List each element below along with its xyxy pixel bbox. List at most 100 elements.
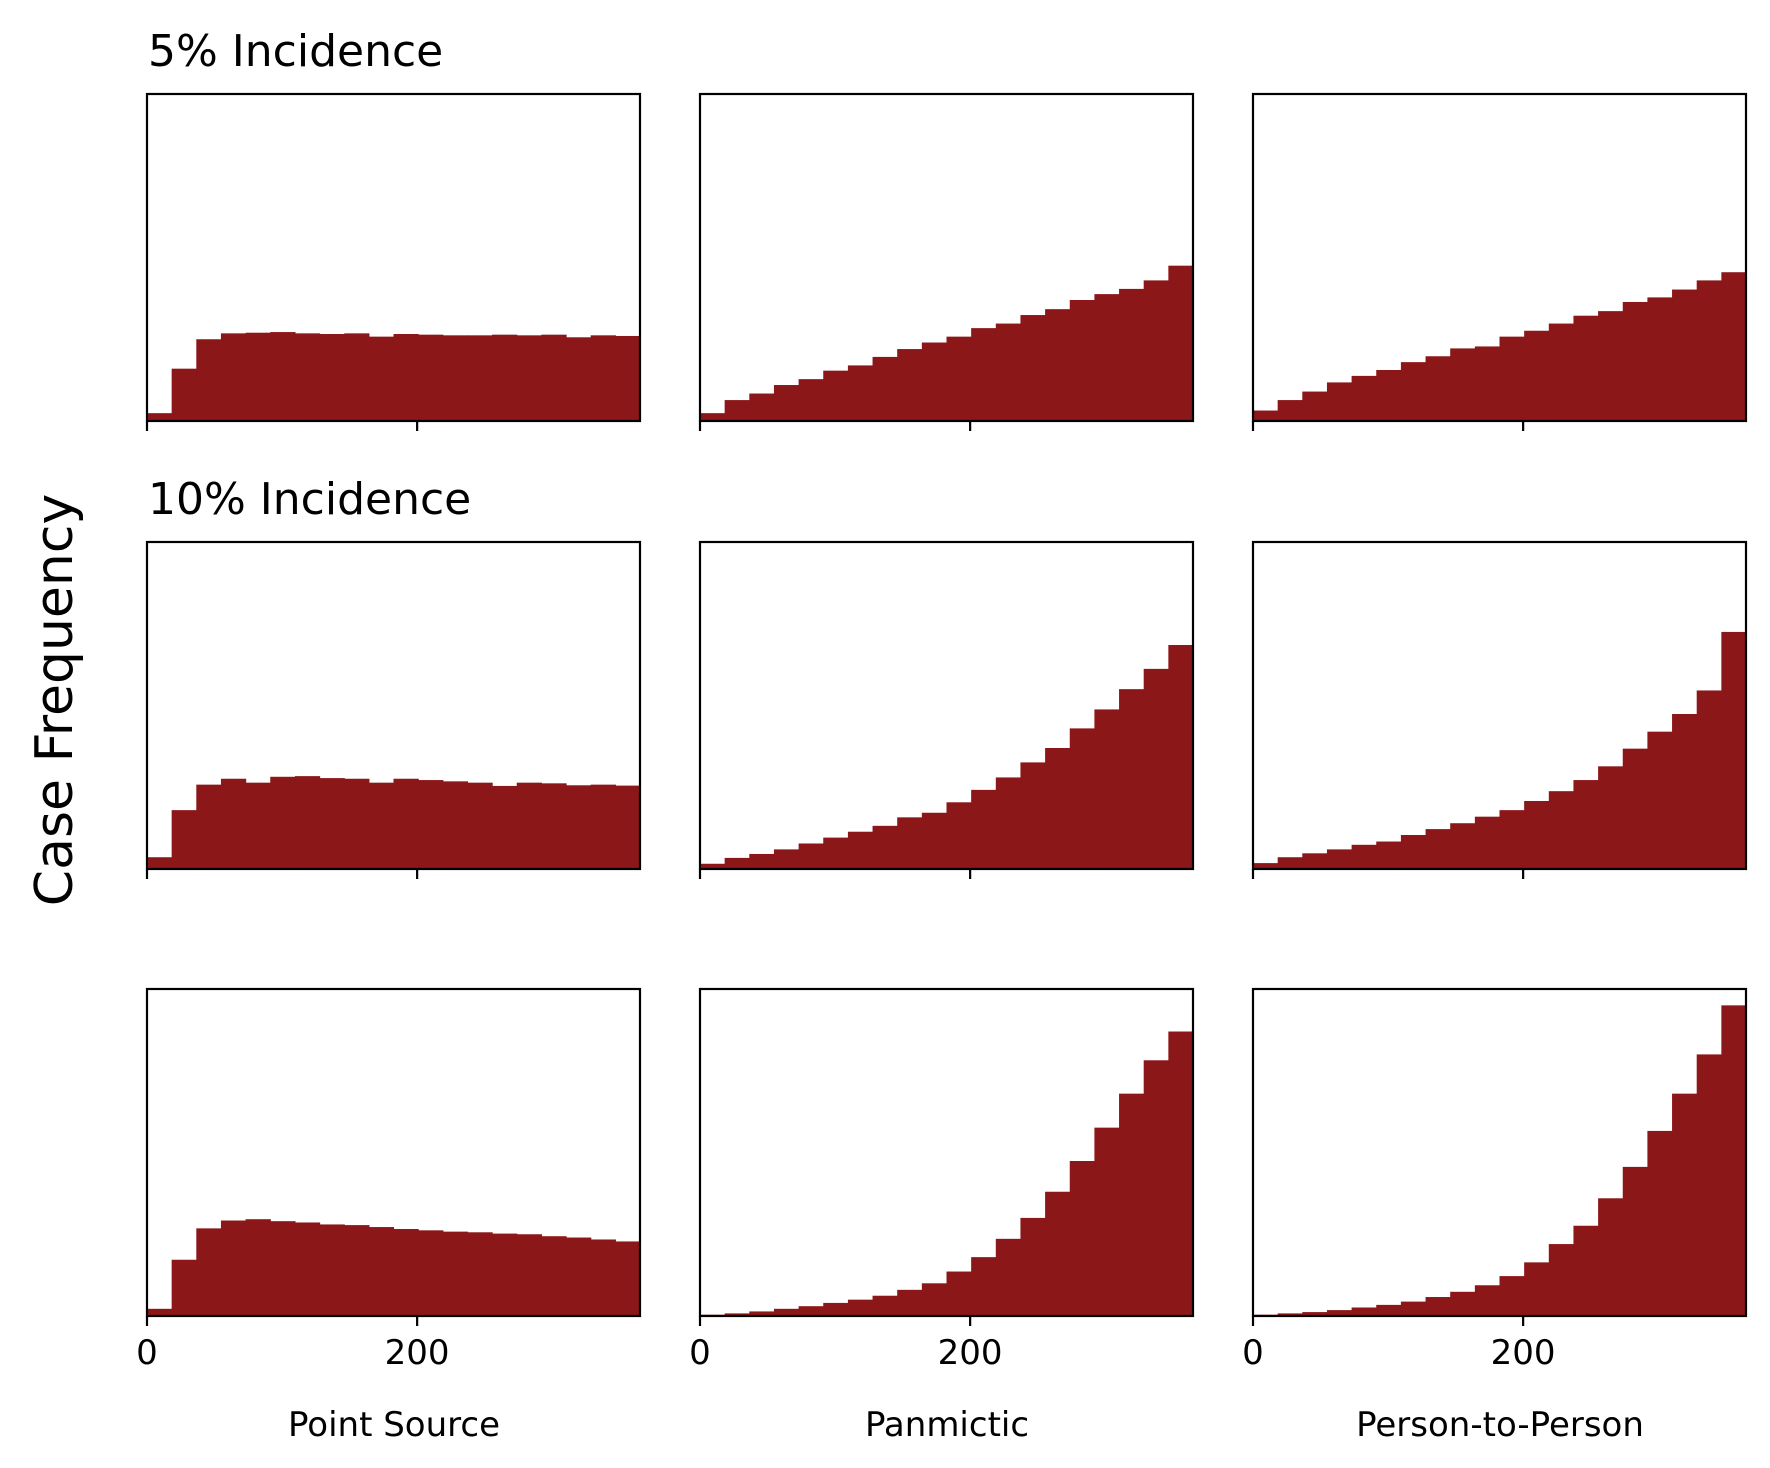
histogram-bar: [872, 1295, 898, 1316]
histogram-bar: [220, 1220, 247, 1316]
histogram-bar: [541, 1236, 567, 1316]
histogram-bar: [995, 1238, 1022, 1316]
axes-frame: [1251, 92, 1748, 423]
histogram-bar: [700, 413, 726, 421]
histogram-bar: [1598, 1198, 1624, 1316]
panel-r2-point-source: [145, 540, 642, 879]
histogram-bar: [1168, 1031, 1194, 1316]
histogram-bar: [1696, 280, 1722, 421]
histogram-bar: [1045, 309, 1071, 421]
histogram-bar: [147, 857, 173, 869]
histogram-bar: [749, 393, 775, 421]
histogram-bar: [798, 843, 824, 869]
histogram-bar: [847, 1299, 874, 1316]
panel-r2-person-to-person: [1251, 540, 1748, 879]
histogram-bar: [1721, 272, 1747, 421]
histogram-bar: [1045, 748, 1071, 869]
histogram-bar: [773, 1308, 800, 1316]
histogram-bar: [1647, 297, 1673, 421]
histogram-bar: [995, 323, 1022, 421]
histogram-bar: [749, 853, 775, 869]
histogram-bar: [319, 778, 345, 869]
histogram-bar: [921, 1283, 948, 1316]
histogram-bar: [1069, 300, 1095, 421]
histogram-bar: [1277, 857, 1303, 869]
histogram-bar: [368, 336, 395, 421]
histogram-bar: [1400, 1301, 1427, 1316]
histogram-bar: [245, 1219, 271, 1316]
histogram-bar: [566, 337, 592, 421]
histogram-bar: [847, 365, 874, 421]
histogram-bar: [946, 336, 972, 421]
histogram-bar: [921, 342, 948, 421]
histogram-bar: [171, 1259, 197, 1316]
histogram-bar: [1696, 690, 1722, 869]
histogram-bar: [368, 782, 395, 869]
histogram-bar: [1045, 1191, 1071, 1316]
histogram-bar: [1119, 288, 1145, 421]
histogram-bar: [1622, 748, 1648, 869]
axes-frame: [698, 540, 1195, 871]
histogram-bar: [147, 1308, 173, 1316]
histogram-bar: [1302, 391, 1328, 421]
histogram-bar: [1168, 645, 1194, 869]
histogram-bar: [196, 784, 222, 869]
histogram-bar: [319, 1224, 345, 1316]
histogram-bar: [971, 328, 997, 421]
histogram-bar: [442, 781, 469, 869]
axes-frame: [1251, 987, 1748, 1318]
histogram-bar: [1524, 800, 1550, 869]
histogram-bar: [270, 1221, 296, 1316]
histogram-bar: [590, 335, 616, 421]
histogram-bar: [147, 413, 173, 421]
histogram-bar: [897, 817, 923, 869]
histogram-bar: [1672, 289, 1698, 421]
histogram-bar: [442, 1231, 469, 1316]
histogram-bar: [700, 863, 726, 869]
histogram-bar: [196, 339, 222, 421]
x-tick-label: 0: [136, 1333, 158, 1373]
histogram-bar: [798, 1306, 824, 1316]
histogram-bar: [1069, 1161, 1095, 1316]
histogram-bar: [1474, 1285, 1501, 1316]
row-titles: 5% Incidence 10% Incidence: [148, 26, 471, 525]
histogram-bar: [344, 333, 370, 421]
histogram-bar: [946, 1271, 972, 1316]
histogram-bar: [946, 802, 972, 869]
histogram-bar: [1647, 731, 1673, 869]
histogram-bar: [1573, 315, 1599, 421]
panel-r3-panmictic: 0 200: [689, 987, 1195, 1373]
histogram-bar: [220, 333, 247, 421]
axes-frame: [145, 92, 642, 423]
histogram-bar: [344, 778, 370, 869]
histogram-bar: [467, 1232, 493, 1316]
x-tick-label: 0: [1242, 1333, 1264, 1373]
histogram-bar: [1376, 1304, 1402, 1316]
histogram-bar: [492, 1233, 518, 1316]
x-tick-label: 0: [689, 1333, 711, 1373]
histogram-bar: [615, 785, 641, 869]
histogram-bar: [995, 777, 1022, 869]
histogram-bar: [516, 782, 542, 869]
panel-r3-person-to-person: 0 200: [1242, 987, 1748, 1373]
histogram-bar: [1425, 356, 1451, 421]
histogram-bar: [541, 334, 567, 421]
histogram-bar: [220, 778, 247, 869]
axes-frame: [145, 987, 642, 1318]
histogram-bar: [724, 400, 750, 421]
histogram-bar: [1474, 346, 1501, 421]
histogram-bar: [1548, 791, 1575, 869]
histogram-bar: [1721, 631, 1747, 869]
histogram-bar: [1573, 780, 1599, 869]
axes-frame: [698, 987, 1195, 1318]
histogram-bar: [1168, 265, 1194, 421]
histogram-bar: [1277, 1313, 1303, 1316]
y-axis-label: Case Frequency: [25, 494, 85, 906]
histogram-bar: [1326, 1310, 1353, 1316]
histogram-bar: [467, 335, 493, 421]
histogram-bar: [1326, 382, 1353, 421]
row-title-1: 5% Incidence: [148, 26, 443, 77]
histogram-bar: [1622, 301, 1648, 421]
histogram-bar: [823, 1302, 849, 1316]
